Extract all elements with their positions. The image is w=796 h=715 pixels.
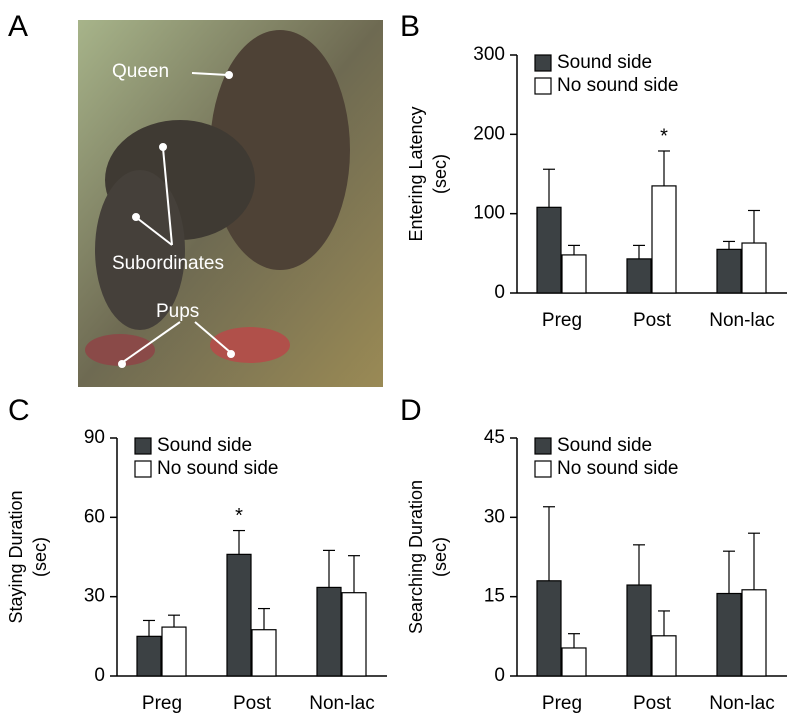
x-tick-label: Post — [633, 310, 672, 331]
y-tick-label: 90 — [84, 427, 105, 448]
bar — [716, 248, 742, 294]
bar — [251, 629, 277, 677]
legend-swatch — [534, 460, 552, 478]
bar — [316, 586, 342, 677]
photo-label: Subordinates — [112, 253, 224, 274]
bar — [561, 254, 587, 294]
y-axis-label: Searching Duration — [406, 480, 426, 634]
bar — [626, 258, 652, 294]
legend-swatch — [534, 77, 552, 95]
legend-swatch — [534, 437, 552, 455]
x-tick-label: Post — [633, 693, 672, 714]
y-tick-label: 30 — [484, 506, 505, 527]
panel-label: C — [8, 394, 30, 427]
panel-label: A — [8, 10, 28, 43]
legend-swatch — [534, 54, 552, 72]
animal — [210, 30, 350, 270]
legend-swatch — [134, 437, 152, 455]
bar — [341, 592, 367, 677]
bar — [651, 635, 677, 677]
x-tick-label: Non-lac — [709, 693, 774, 714]
legend-label: Sound side — [557, 52, 652, 73]
y-tick-label: 200 — [473, 123, 505, 144]
bar — [561, 647, 587, 677]
y-tick-label: 0 — [94, 665, 105, 686]
x-tick-label: Preg — [542, 310, 582, 331]
y-tick-label: 300 — [473, 44, 505, 65]
annotation: * — [660, 125, 668, 147]
legend-label: Sound side — [557, 435, 652, 456]
y-tick-label: 0 — [494, 665, 505, 686]
bar — [716, 592, 742, 677]
y-axis-label: Staying Duration — [6, 490, 26, 623]
bar — [226, 553, 252, 677]
x-tick-label: Post — [233, 693, 272, 714]
bar — [626, 584, 652, 677]
animal — [95, 170, 185, 330]
x-tick-label: Preg — [142, 693, 182, 714]
x-tick-label: Non-lac — [709, 310, 774, 331]
legend-label: Sound side — [157, 435, 252, 456]
chart: C 0 30 60 90 Staying Duration (sec) Preg Post Non… — [6, 394, 387, 714]
bar — [741, 242, 767, 294]
annotation: * — [235, 505, 243, 527]
photo-label: Pups — [156, 301, 199, 322]
legend-label: No sound side — [557, 458, 678, 479]
x-tick-label: Preg — [542, 693, 582, 714]
y-tick-label: 100 — [473, 203, 505, 224]
bar — [136, 635, 162, 677]
y-axis-label: Entering Latency — [406, 106, 426, 241]
pointers — [118, 71, 235, 368]
photo-panel: Queen Subordinates Pups A — [8, 10, 383, 387]
x-tick-label: Non-lac — [309, 693, 374, 714]
y-tick-label: 60 — [84, 506, 105, 527]
y-axis-label: (sec) — [30, 537, 50, 577]
bar — [536, 580, 562, 677]
photo-label: Queen — [112, 61, 169, 82]
y-tick-label: 0 — [494, 282, 505, 303]
pup — [85, 334, 155, 366]
legend-swatch — [134, 460, 152, 478]
panel-label: D — [400, 394, 422, 427]
bar — [161, 626, 187, 677]
y-tick-label: 15 — [484, 586, 505, 607]
y-tick-label: 30 — [84, 586, 105, 607]
chart: B 0 100 200 300 Entering Latency (sec) Preg Post… — [400, 10, 787, 331]
y-axis-label: (sec) — [430, 154, 450, 194]
legend-label: No sound side — [157, 458, 278, 479]
y-axis-label: (sec) — [430, 537, 450, 577]
bar — [741, 589, 767, 677]
chart: D 0 15 30 45 Searching Duration (sec) Preg Post N… — [400, 394, 787, 714]
bar — [651, 185, 677, 294]
legend-label: No sound side — [557, 75, 678, 96]
panel-label: B — [400, 10, 420, 43]
y-tick-label: 45 — [484, 427, 505, 448]
bar — [536, 206, 562, 294]
